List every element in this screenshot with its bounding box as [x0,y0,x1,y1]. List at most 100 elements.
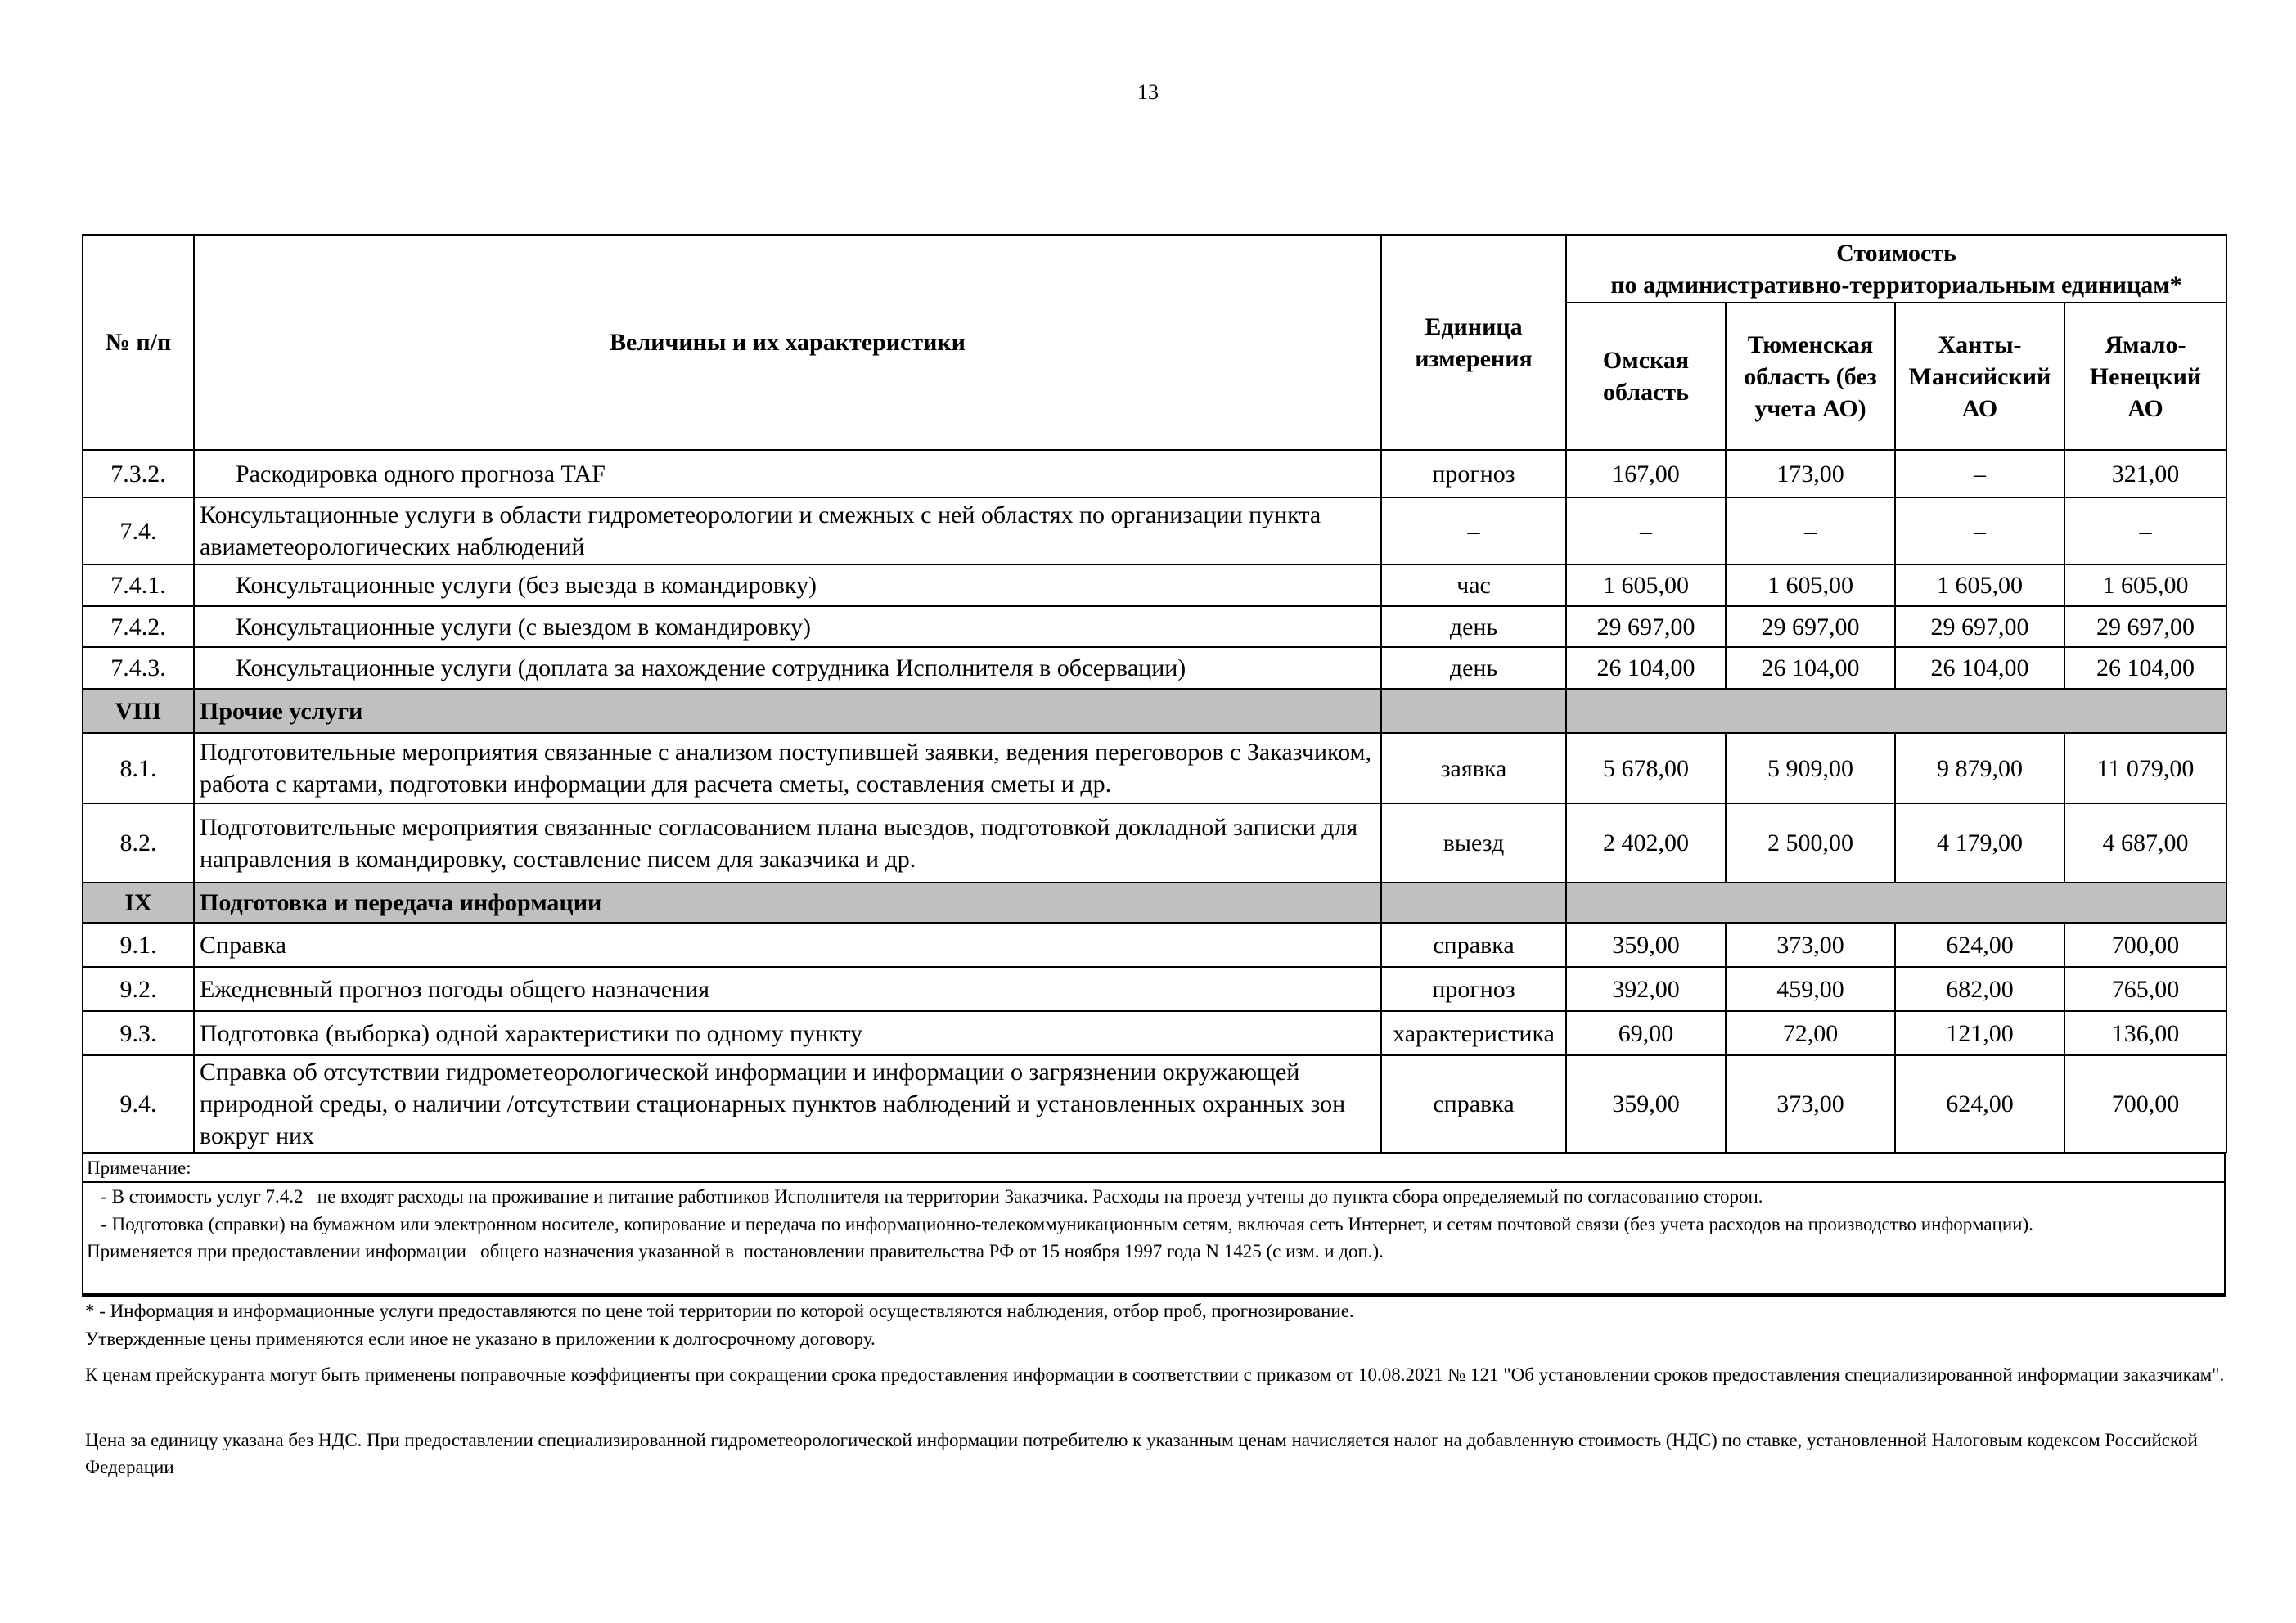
row-price: – [1894,449,2065,498]
row-unit: день [1380,605,1567,648]
row-price: 4 687,00 [2064,803,2227,883]
row-name: Ежедневный прогноз погоды общего назначе… [193,966,1382,1012]
row-price: 5 909,00 [1725,732,1896,804]
row-price: 69,00 [1565,1010,1727,1056]
row-price: 29 697,00 [1565,605,1727,648]
row-name: Подготовительные мероприятия связанные с… [193,803,1382,883]
table-row: 7.4.2. Консультационные услуги (с выездом… [82,605,2227,648]
table-row: 7.4.1. Консультационные услуги (без выезд… [82,564,2227,607]
section-empty [1565,688,2227,734]
header-row: № п/п Величины и их характеристики Едини… [82,234,2227,451]
header-unit: Единица измерения [1380,234,1567,451]
note-title: Примечание: [83,1154,2224,1184]
row-price: 459,00 [1725,966,1896,1012]
row-number: 9.4. [82,1054,195,1153]
price-table: № п/п Величины и их характеристики Едини… [82,234,2227,1153]
row-price: 392,00 [1565,966,1727,1012]
row-price: 4 179,00 [1894,803,2065,883]
row-price: 121,00 [1894,1010,2065,1056]
note-box: Примечание: - В стоимость услуг 7.4.2 не… [82,1152,2226,1297]
row-number: 9.3. [82,1010,195,1056]
row-unit: прогноз [1380,966,1567,1012]
header-cost: Стоимость по административно-территориаль… [1565,234,2227,303]
row-price: 700,00 [2064,922,2227,968]
table-row: 9.4. Справка об отсутствии гидрометеороло… [82,1054,2227,1153]
footnote: Утвержденные цены применяются если иное … [85,1329,876,1349]
section-empty [1380,882,1567,924]
row-price: 1 605,00 [1725,564,1896,607]
row-price: 26 104,00 [1565,646,1727,690]
row-unit: день [1380,646,1567,690]
row-unit: прогноз [1380,449,1567,498]
row-unit: справка [1380,922,1567,968]
header-name: Величины и их характеристики [193,234,1382,451]
row-price: 173,00 [1725,449,1896,498]
row-price: 26 104,00 [2064,646,2227,690]
table-row: 9.2. Ежедневный прогноз погоды общего наз… [82,966,2227,1012]
section-empty [1380,688,1567,734]
row-price: 29 697,00 [1725,605,1896,648]
row-name: Подготовка (выборка) одной характеристик… [193,1010,1382,1056]
row-name: Консультационные услуги в области гидром… [193,497,1382,565]
note-line: - В стоимость услуг 7.4.2 не входят расх… [87,1186,1763,1207]
row-number: 9.1. [82,922,195,968]
table-row: 7.4.3. Консультационные услуги (доплата з… [82,646,2227,690]
row-price: – [1894,497,2065,565]
row-number: 7.4.3. [82,646,195,690]
section-number: IX [82,882,195,924]
table-row: 8.1. Подготовительные мероприятия связанн… [82,732,2227,804]
row-number: 7.4.2. [82,605,195,648]
row-name: Справка об отсутствии гидрометеорологиче… [193,1054,1382,1153]
section-title: Прочие услуги [193,688,1382,734]
row-price: 373,00 [1725,1054,1896,1153]
row-price: 26 104,00 [1725,646,1896,690]
section-number: VIII [82,688,195,734]
row-price: 1 605,00 [1565,564,1727,607]
row-price: 682,00 [1894,966,2065,1012]
note-line: - Подготовка (справки) на бумажном или э… [87,1213,2033,1234]
row-price: 72,00 [1725,1010,1896,1056]
row-price: 5 678,00 [1565,732,1727,804]
footnote: К ценам прейскуранта могут быть применен… [85,1364,2225,1385]
row-price: 624,00 [1894,1054,2065,1153]
header-cost-sub: по административно-территориальным едини… [1610,271,2182,299]
row-price: 167,00 [1565,449,1727,498]
row-price: – [2064,497,2227,565]
row-price: 2 402,00 [1565,803,1727,883]
row-price: 1 605,00 [1894,564,2065,607]
row-name: Консультационные услуги (доплата за нахо… [193,646,1382,690]
row-price: 321,00 [2064,449,2227,498]
row-name: Консультационные услуги (без выезда в ко… [193,564,1382,607]
header-region: Омская область [1565,302,1727,451]
row-price: – [1725,497,1896,565]
row-unit: час [1380,564,1567,607]
row-number: 7.4.1. [82,564,195,607]
section-title: Подготовка и передача информации [193,882,1382,924]
row-price: 26 104,00 [1894,646,2065,690]
row-price: 765,00 [2064,966,2227,1012]
row-number: 7.4. [82,497,195,565]
header-region: Ханты-Мансийский АО [1894,302,2065,451]
row-number: 8.2. [82,803,195,883]
row-price: 373,00 [1725,922,1896,968]
row-unit: справка [1380,1054,1567,1153]
header-region: Тюменская область (без учета АО) [1725,302,1896,451]
section-row: VIII Прочие услуги [82,688,2227,734]
note-line: Применяется при предоставлении информаци… [87,1241,1384,1262]
row-price: 29 697,00 [2064,605,2227,648]
row-unit: заявка [1380,732,1567,804]
page-number: 13 [1137,80,1159,104]
section-empty [1565,882,2227,924]
row-price: 359,00 [1565,922,1727,968]
table-row: 7.4. Консультационные услуги в области ги… [82,497,2227,565]
section-row: IX Подготовка и передача информации [82,882,2227,924]
row-price: 359,00 [1565,1054,1727,1153]
row-price: 700,00 [2064,1054,2227,1153]
header-cost-title: Стоимость [1836,239,1956,267]
row-number: 9.2. [82,966,195,1012]
row-price: 136,00 [2064,1010,2227,1056]
row-price: 624,00 [1894,922,2065,968]
row-price: 11 079,00 [2064,732,2227,804]
table-row: 9.1. Справка справка 359,00 373,00 624,00 700,… [82,922,2227,968]
